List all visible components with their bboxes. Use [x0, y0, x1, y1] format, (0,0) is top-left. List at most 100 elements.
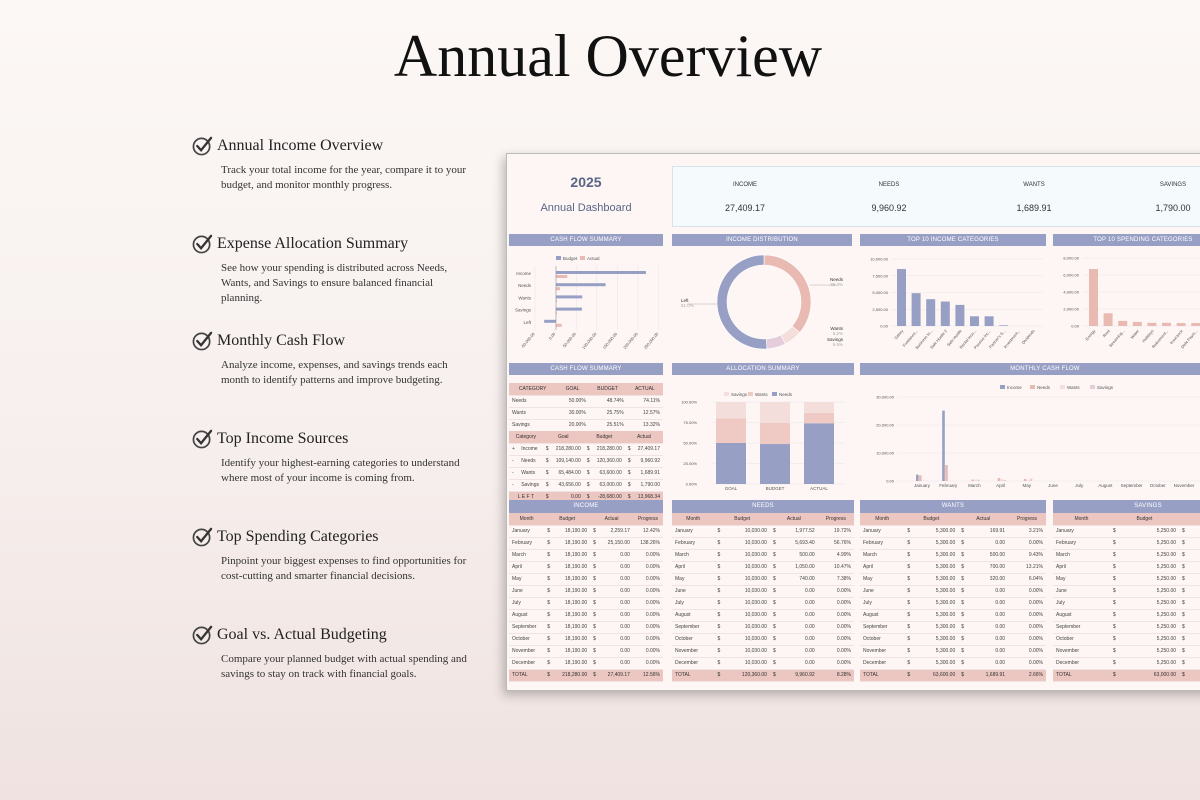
currency: $ [1109, 633, 1127, 646]
legend-swatch [1060, 385, 1065, 389]
tick-label: 100,000.00 [581, 331, 598, 350]
check-circle-icon [192, 429, 213, 449]
category-label: May [1023, 483, 1032, 488]
category-label: June [1048, 483, 1058, 488]
category-label: March [968, 483, 981, 488]
table-title: SAVINGS [1053, 500, 1200, 513]
category-label: BUDGET [766, 486, 785, 491]
cell: 1,689.91 [971, 669, 1009, 682]
table-row: June $5,300.00 $0.00 0.00% [860, 585, 1046, 598]
category-label: Left [523, 320, 531, 325]
cell: 9.43% [1008, 549, 1046, 562]
stacked-bar [716, 443, 746, 484]
tick-label: 50.00% [683, 441, 697, 446]
table-row: February $5,300.00 $0.00 0.00% [860, 537, 1046, 550]
cell: Savings [509, 419, 557, 432]
currency: $ [714, 537, 727, 550]
tick-label: 7,500.00 [872, 273, 888, 278]
category-label: July [1075, 483, 1084, 488]
column-header: BUDGET [588, 383, 627, 396]
feature-title: Top Income Sources [217, 429, 349, 447]
cell: 5,300.00 [917, 561, 959, 574]
dashboard-subtitle: Annual Dashboard [540, 202, 632, 214]
bar [556, 323, 562, 327]
category-label: ACTUAL [810, 486, 828, 491]
cell: 10,030.00 [726, 645, 770, 658]
feature-title: Top Spending Categories [217, 527, 379, 545]
currency: $ [958, 573, 972, 586]
currency: $ [714, 621, 727, 634]
monthly-table: Month Budget Actual Progress January $18,190.… [509, 513, 663, 682]
currency: $ [624, 479, 634, 492]
table-row: December $10,030.00 $0.00 0.00% [672, 657, 854, 670]
table-row: June $18,190.00 $0.00 0.00% [509, 585, 663, 598]
cell: 12.42% [632, 525, 663, 538]
cell: 63,600.00 [917, 669, 959, 682]
cell: June [1053, 585, 1110, 598]
table-row: December$5,250.00$0.00 [1053, 657, 1200, 670]
table-row: March $18,190.00 $0.00 0.00% [509, 549, 663, 562]
currency: $ [1179, 633, 1196, 646]
currency: $ [958, 657, 972, 670]
tick-label: 200,000.00 [622, 331, 639, 350]
currency: $ [1179, 561, 1196, 574]
currency: $ [590, 633, 601, 646]
cell: 10,030.00 [726, 621, 770, 634]
currency: $ [904, 657, 918, 670]
column-header: Budget [1109, 513, 1180, 526]
currency: $ [904, 609, 918, 622]
cell: 5,250.00 [1126, 561, 1180, 574]
cell: 7.38% [817, 573, 854, 586]
table-title: INCOME [509, 500, 663, 513]
currency: $ [590, 549, 601, 562]
currency: $ [590, 537, 601, 550]
cell: 0.00 [600, 549, 633, 562]
column-header: Month [509, 513, 545, 526]
currency: $ [590, 621, 601, 634]
cell: 0.00% [817, 633, 854, 646]
currency: $ [544, 597, 555, 610]
cell: 5,300.00 [917, 633, 959, 646]
cell: 1,977.52 [782, 525, 818, 538]
cell: 0.00 [1195, 657, 1200, 670]
cell: 19.72% [817, 525, 854, 538]
cell: 10,030.00 [726, 597, 770, 610]
cell: 18,190.00 [554, 549, 591, 562]
currency: $ [714, 561, 727, 574]
cell: 0.00% [632, 597, 663, 610]
bar [1118, 320, 1128, 326]
currency: $ [1109, 561, 1127, 574]
cell: 5,300.00 [917, 645, 959, 658]
currency: $ [590, 669, 601, 682]
cell: 0.00% [632, 585, 663, 598]
cell: August [672, 609, 715, 622]
cell: TOTAL [509, 669, 545, 682]
kpi-label: WANTS [1023, 182, 1045, 188]
currency: $ [769, 669, 783, 682]
currency: $ [583, 479, 593, 492]
currency: $ [544, 537, 555, 550]
slice-percent: 6.5% [833, 342, 843, 347]
table-row: November $5,300.00 $0.00 0.00% [860, 645, 1046, 658]
cell: 2.66% [1008, 669, 1046, 682]
cell: TOTAL [672, 669, 715, 682]
stacked-bar [804, 423, 834, 484]
cell: 5,250.00 [1126, 597, 1180, 610]
cell: 0.00 [600, 609, 633, 622]
cell: 18,190.00 [554, 633, 591, 646]
cell: April [672, 561, 715, 574]
currency: $ [590, 573, 601, 586]
column-header: ACTUAL [626, 383, 663, 396]
column-header: Actual [958, 513, 1009, 526]
cell: 138.26% [632, 537, 663, 550]
table-row: July $18,190.00 $0.00 0.00% [509, 597, 663, 610]
currency: $ [769, 525, 783, 538]
cell: 0.00% [1008, 657, 1046, 670]
table-row: December $18,190.00 $0.00 0.00% [509, 657, 663, 670]
donut-slice [763, 254, 812, 334]
column-header: Progress [1008, 513, 1046, 526]
currency: $ [904, 549, 918, 562]
cell: 65,484.00 [551, 467, 584, 480]
slice-percent: 51.0% [681, 303, 694, 308]
dashboard-year: 2025 [570, 174, 602, 190]
